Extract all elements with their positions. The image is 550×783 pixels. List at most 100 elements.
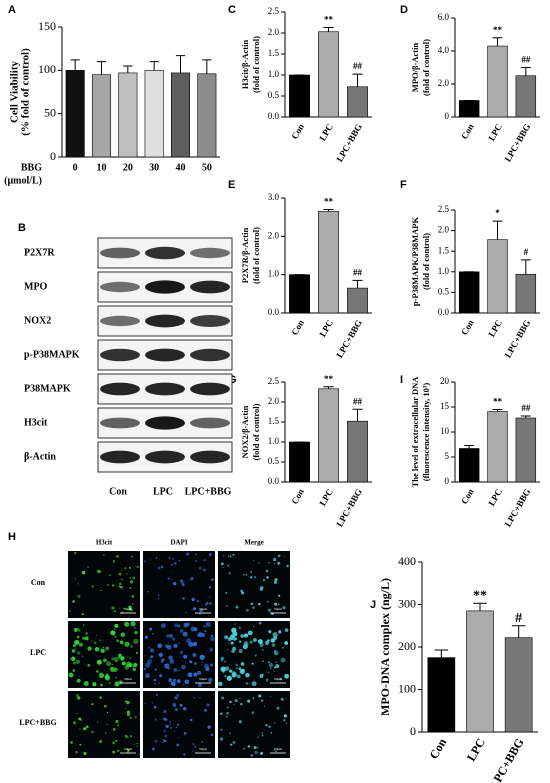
cell-dot [72, 600, 75, 603]
cell-dot [191, 598, 194, 601]
cell-dot [118, 653, 122, 658]
cell-dot [203, 559, 206, 562]
blot-band [145, 382, 185, 396]
cell-dot [145, 673, 150, 679]
y-tick-label: 2.5 [268, 376, 280, 386]
error-bar [520, 259, 531, 275]
cell-dot [183, 654, 188, 659]
micrograph [143, 621, 215, 688]
x-tick-label: 10 [97, 162, 107, 173]
cell-dot [149, 648, 155, 653]
cell-dot [229, 732, 231, 734]
y-tick-label: 1.0 [268, 269, 280, 279]
cell-dot [168, 557, 171, 559]
x-tick-label: LPC [317, 122, 335, 143]
cell-dot [79, 728, 81, 730]
error-bar [149, 61, 159, 71]
cell-dot [208, 553, 212, 557]
error-bar [202, 59, 212, 74]
cell-dot [147, 590, 149, 593]
bar [458, 448, 480, 483]
cell-dot [226, 715, 228, 718]
bar [458, 100, 480, 118]
cell-dot [176, 679, 181, 684]
cell-dot [184, 662, 187, 664]
cell-dot [126, 712, 131, 717]
cell-dot [91, 703, 94, 706]
blot-band [100, 450, 140, 464]
cell-dot [253, 560, 255, 562]
y-axis-label: (% fold of control) [20, 48, 32, 136]
error-bar [352, 73, 363, 87]
x-tick-label: LPC+BBG [334, 487, 364, 528]
cell-dot [205, 603, 208, 606]
cell-dot [263, 705, 266, 708]
cell-dot [77, 651, 81, 655]
y-tick-label: 0.0 [268, 111, 280, 121]
y-tick-label: 1.5 [268, 48, 280, 58]
cell-dot [75, 648, 77, 650]
cell-dot [103, 658, 107, 663]
cell-dot [190, 577, 194, 581]
y-axis-label: P2X7R/β-Actin [240, 227, 250, 283]
cell-dot [96, 569, 99, 572]
cell-dot [266, 600, 269, 603]
cell-dot [175, 628, 177, 630]
cell-dot [188, 641, 194, 647]
cell-dot [75, 751, 78, 754]
bar [197, 73, 217, 158]
cell-dot [73, 644, 77, 648]
cell-dot [107, 584, 110, 587]
cell-dot [153, 678, 157, 682]
cell-dot [115, 676, 118, 679]
cell-dot [203, 568, 206, 572]
cell-dot [199, 696, 201, 699]
cell-dot [144, 702, 147, 705]
cell-dot [196, 600, 199, 603]
cell-dot [136, 742, 138, 745]
cell-dot [121, 569, 123, 571]
cell-dot [227, 564, 230, 567]
cell-dot [100, 589, 102, 592]
cell-dot [233, 638, 236, 641]
protein-label: P2X7R [24, 247, 55, 258]
cell-dot [193, 607, 197, 611]
cell-dot [112, 741, 116, 745]
cell-dot [119, 607, 121, 609]
y-tick-label: 3.0 [268, 192, 280, 202]
cell-dot [226, 706, 229, 709]
cell-dot [229, 555, 232, 558]
cell-dot [121, 578, 123, 581]
cell-dot [250, 754, 254, 757]
cell-dot [126, 700, 130, 705]
cell-dot [179, 650, 184, 655]
cell-dot [278, 630, 282, 634]
cell-dot [285, 722, 288, 724]
cell-dot [103, 704, 107, 708]
y-axis-label: (fold of control) [251, 403, 261, 460]
cell-dot [258, 694, 262, 698]
cell-dot [284, 628, 289, 632]
cell-dot [280, 657, 286, 663]
cell-dot [210, 634, 213, 637]
x-tick-label: LPC+BBG [503, 122, 533, 163]
y-tick-label: 5 [445, 451, 450, 461]
cell-dot [111, 657, 115, 661]
cell-dot [199, 613, 201, 616]
cell-dot [149, 559, 152, 561]
cell-dot [251, 681, 257, 687]
error-bar [492, 409, 503, 412]
y-tick-label: 2.5 [438, 204, 450, 214]
x-tick-label: Con [459, 318, 476, 337]
cell-dot [253, 745, 257, 750]
cell-dot [230, 641, 234, 645]
y-tick-label: 15 [440, 401, 450, 411]
x-tick-label: Con [459, 122, 476, 141]
error-bar [352, 279, 363, 289]
scale-label: 50μm [124, 607, 132, 611]
error-bar [473, 602, 487, 611]
cell-dot [285, 675, 288, 678]
cell-dot [203, 708, 208, 712]
cell-dot [219, 737, 224, 741]
cell-dot [186, 638, 192, 644]
